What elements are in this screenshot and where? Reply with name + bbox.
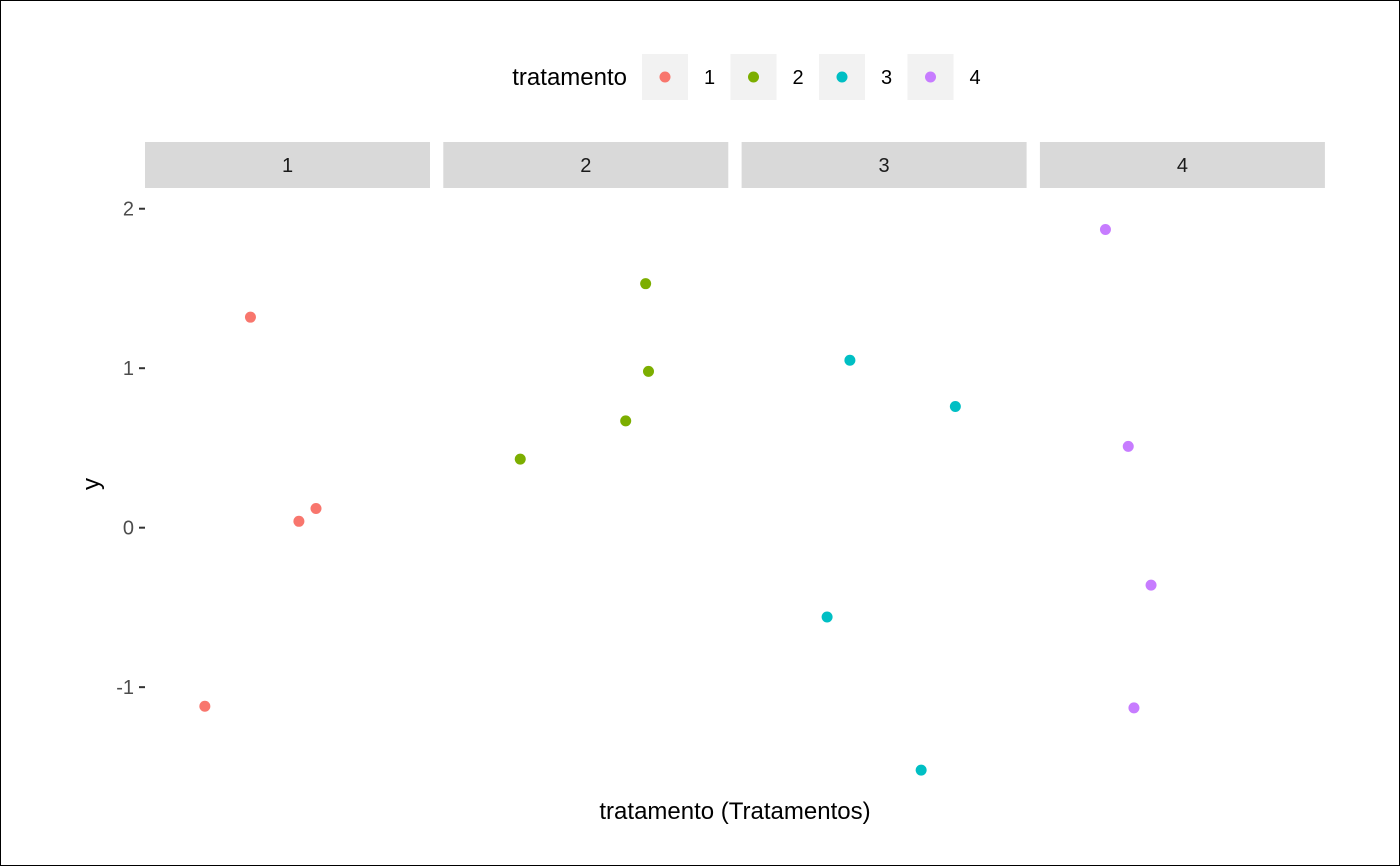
point-panel-3-4 [915, 764, 927, 776]
point-panel-4-2 [1122, 440, 1134, 452]
legend-label-3: 3 [881, 67, 892, 89]
point-panel-1-2 [310, 503, 322, 515]
y-tick-label-0: 0 [123, 518, 134, 540]
legend-marker-3 [836, 71, 848, 83]
x-axis-title: tratamento (Tratamentos) [599, 798, 870, 825]
facet-strip-label-3: 3 [879, 155, 890, 177]
point-panel-1-3 [293, 515, 305, 527]
point-panel-4-4 [1128, 702, 1140, 714]
point-panel-1-1 [244, 311, 256, 323]
y-tick-label-2: 2 [123, 199, 134, 221]
point-panel-4-1 [1099, 223, 1111, 235]
point-panel-2-4 [514, 453, 526, 465]
facet-strip-2 [443, 142, 729, 188]
point-panel-2-2 [643, 365, 654, 377]
point-panel-1-4 [199, 700, 211, 712]
y-axis-title: y [78, 478, 105, 490]
facet-strip-4 [1039, 142, 1325, 188]
facet-strip-3 [741, 142, 1027, 188]
data-points [199, 223, 1157, 776]
facet-strip-label-2: 2 [580, 155, 591, 177]
facet-strip-1 [145, 142, 430, 188]
facet-strips: 1 2 3 4 [145, 142, 1325, 188]
legend-label-1: 1 [704, 67, 715, 89]
point-panel-3-1 [844, 354, 856, 366]
point-panel-4-3 [1145, 579, 1157, 591]
y-axis: 2 1 0 -1 [116, 199, 145, 699]
point-panel-2-1 [640, 278, 652, 290]
point-panel-3-2 [949, 400, 961, 412]
y-tick-label-1: 1 [123, 358, 134, 380]
point-panel-3-3 [821, 611, 833, 623]
legend: tratamento 1 2 3 4 [512, 54, 981, 100]
legend-marker-1 [659, 71, 671, 83]
facet-strip-label-1: 1 [282, 155, 293, 177]
legend-marker-2 [748, 71, 759, 83]
legend-label-4: 4 [970, 67, 981, 89]
facet-strip-label-4: 4 [1177, 155, 1188, 177]
y-tick-label--1: -1 [116, 677, 134, 699]
legend-title: tratamento [512, 64, 627, 91]
legend-items: 1 2 3 4 [642, 54, 981, 100]
legend-label-2: 2 [793, 67, 804, 89]
point-panel-2-3 [620, 415, 632, 427]
legend-marker-4 [925, 71, 936, 83]
